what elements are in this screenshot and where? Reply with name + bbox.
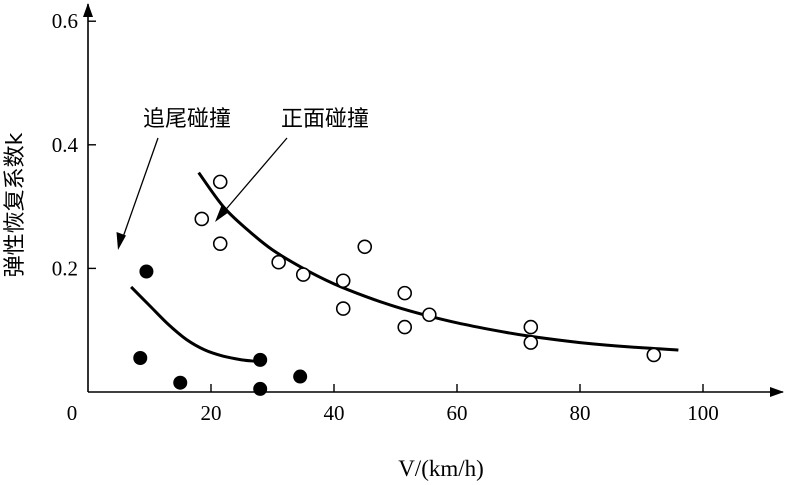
point-front-11 bbox=[523, 319, 539, 335]
annotation-front: 正面碰撞 bbox=[281, 107, 369, 132]
point-rear-0 bbox=[139, 264, 154, 279]
x-tick-label-20: 20 bbox=[201, 401, 222, 425]
point-rear-1 bbox=[133, 351, 148, 366]
x-ticks: 20 40 60 80 100 bbox=[201, 384, 719, 425]
annotation-arrow-front bbox=[221, 137, 288, 215]
y-axis-label: 弹性恢复系数k bbox=[3, 132, 28, 277]
annotation-rear: 追尾碰撞 bbox=[143, 107, 231, 132]
annotation-arrowhead-rear bbox=[116, 232, 126, 250]
annotation-arrowhead-front bbox=[215, 205, 229, 222]
point-rear-5 bbox=[293, 369, 308, 384]
point-front-9 bbox=[397, 319, 413, 335]
x-tick-label-60: 60 bbox=[447, 401, 468, 425]
point-rear-3 bbox=[253, 381, 268, 396]
fit-curve-front bbox=[197, 171, 679, 352]
points-rear bbox=[133, 264, 308, 396]
point-front-0 bbox=[194, 211, 210, 227]
point-front-12 bbox=[523, 335, 539, 350]
fit-curve-rear bbox=[130, 285, 255, 363]
x-tick-label-80: 80 bbox=[570, 401, 591, 425]
x-axis-label: V/(km/h) bbox=[398, 456, 484, 481]
points-front bbox=[194, 174, 662, 363]
origin-label: 0 bbox=[67, 401, 78, 425]
point-front-1 bbox=[212, 174, 228, 190]
point-front-4 bbox=[295, 267, 311, 282]
y-tick-label-0.2: 0.2 bbox=[52, 256, 78, 280]
point-rear-4 bbox=[253, 352, 268, 367]
point-front-7 bbox=[357, 239, 373, 255]
x-tick-label-40: 40 bbox=[324, 401, 345, 425]
y-ticks: 0.2 0.4 0.6 bbox=[52, 9, 96, 280]
point-rear-2 bbox=[173, 375, 188, 390]
point-front-13 bbox=[646, 347, 662, 363]
point-front-10 bbox=[422, 307, 437, 323]
point-front-3 bbox=[271, 254, 286, 270]
y-tick-label-0.6: 0.6 bbox=[52, 9, 78, 33]
point-front-2 bbox=[212, 236, 228, 251]
point-front-6 bbox=[335, 301, 351, 316]
point-front-5 bbox=[335, 273, 351, 289]
y-tick-label-0.4: 0.4 bbox=[52, 133, 79, 157]
x-tick-label-100: 100 bbox=[687, 401, 719, 425]
point-front-8 bbox=[397, 285, 413, 301]
annotation-arrow-rear bbox=[121, 137, 159, 241]
